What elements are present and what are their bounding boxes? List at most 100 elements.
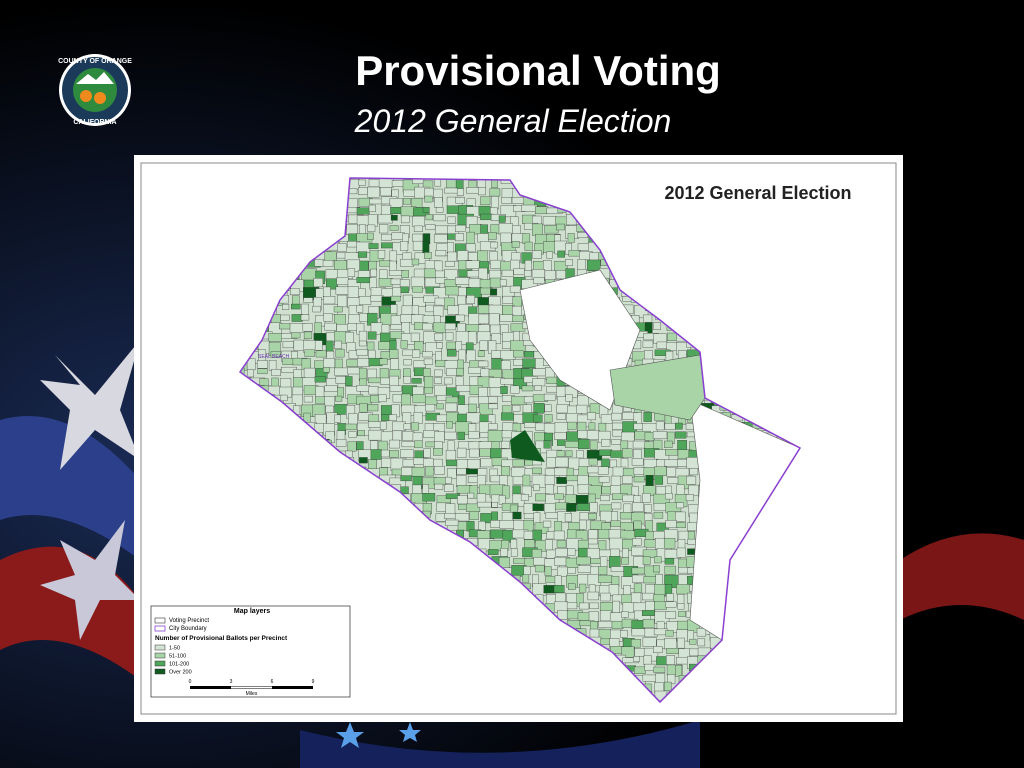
- precinct: [612, 429, 623, 437]
- precinct: [467, 492, 475, 499]
- precinct: [378, 278, 393, 287]
- precinct: [337, 294, 348, 308]
- precinct: [479, 448, 493, 457]
- precinct: [677, 538, 686, 549]
- precinct: [456, 385, 472, 392]
- precinct: [543, 440, 551, 449]
- precinct: [556, 477, 568, 484]
- precinct: [280, 314, 290, 321]
- precinct: [642, 610, 656, 616]
- precinct: [663, 537, 676, 549]
- precinct: [554, 422, 569, 433]
- precinct: [256, 360, 268, 369]
- precinct: [523, 566, 531, 575]
- precinct: [302, 323, 313, 332]
- precinct: [697, 638, 706, 647]
- logo-seal: [73, 68, 117, 112]
- precinct: [577, 565, 592, 573]
- precinct: [425, 396, 438, 406]
- precinct: [609, 459, 617, 468]
- precinct: [400, 486, 409, 494]
- precinct: [587, 412, 596, 421]
- precinct: [334, 414, 341, 423]
- precinct: [601, 458, 610, 468]
- precinct: [544, 503, 556, 514]
- precinct: [358, 296, 372, 305]
- precinct: [622, 448, 633, 458]
- precinct: [455, 224, 466, 232]
- precinct: [488, 396, 498, 404]
- precinct: [433, 315, 441, 324]
- precinct: [304, 349, 315, 357]
- scale-tick-label: 3: [230, 679, 233, 685]
- precinct: [411, 467, 425, 477]
- precinct: [676, 656, 688, 665]
- precinct: [425, 224, 436, 230]
- precinct: [465, 260, 481, 269]
- precinct: [654, 601, 667, 610]
- precinct: [367, 224, 376, 232]
- precinct: [491, 350, 502, 359]
- precinct: [643, 412, 652, 422]
- place-label: SEAL BEACH: [258, 354, 290, 360]
- precinct: [469, 511, 479, 520]
- precinct: [642, 493, 651, 503]
- precinct: [356, 305, 364, 313]
- precinct: [445, 449, 457, 462]
- precinct: [434, 384, 447, 396]
- precinct: [358, 367, 367, 381]
- precinct: [400, 340, 408, 349]
- precinct: [502, 295, 515, 304]
- precinct: [400, 258, 414, 267]
- precinct: [480, 196, 491, 206]
- precinct: [389, 349, 399, 359]
- precinct: [314, 322, 322, 336]
- precinct: [334, 260, 347, 271]
- precinct: [446, 341, 457, 350]
- precinct: [257, 368, 268, 375]
- precinct: [379, 224, 389, 234]
- precinct: [565, 243, 572, 255]
- precinct: [345, 331, 354, 344]
- precinct: [465, 468, 479, 475]
- precinct: [656, 341, 668, 349]
- precinct: [666, 467, 678, 477]
- precinct: [314, 376, 326, 383]
- precinct: [424, 376, 434, 389]
- precinct: [456, 323, 466, 333]
- scale-tick-label: 9: [312, 679, 315, 685]
- precinct: [367, 404, 379, 412]
- precinct: [401, 215, 410, 224]
- precinct: [557, 439, 566, 446]
- precinct: [423, 268, 436, 279]
- precinct: [510, 548, 518, 557]
- precinct: [653, 666, 666, 673]
- scale-tick-label: 6: [271, 679, 274, 685]
- precinct: [433, 477, 447, 486]
- precinct: [535, 206, 549, 215]
- precinct: [434, 297, 447, 306]
- precinct: [411, 258, 420, 266]
- precinct: [422, 322, 433, 331]
- precinct: [370, 440, 379, 451]
- logo-orange: [80, 90, 92, 102]
- precinct: [403, 198, 411, 205]
- precinct: [601, 438, 611, 447]
- precinct: [402, 294, 413, 308]
- precinct: [324, 322, 337, 331]
- precinct: [434, 332, 444, 341]
- precinct: [653, 503, 667, 512]
- precinct: [303, 395, 313, 403]
- precinct: [433, 214, 446, 222]
- precinct: [621, 557, 629, 565]
- precinct: [377, 250, 386, 259]
- precinct: [356, 207, 370, 215]
- precinct: [600, 414, 613, 424]
- precinct: [611, 502, 622, 510]
- precinct: [422, 493, 436, 502]
- precinct: [512, 459, 525, 467]
- precinct: [323, 358, 336, 369]
- precinct: [444, 431, 457, 440]
- precinct: [334, 340, 342, 350]
- precinct: [666, 655, 676, 665]
